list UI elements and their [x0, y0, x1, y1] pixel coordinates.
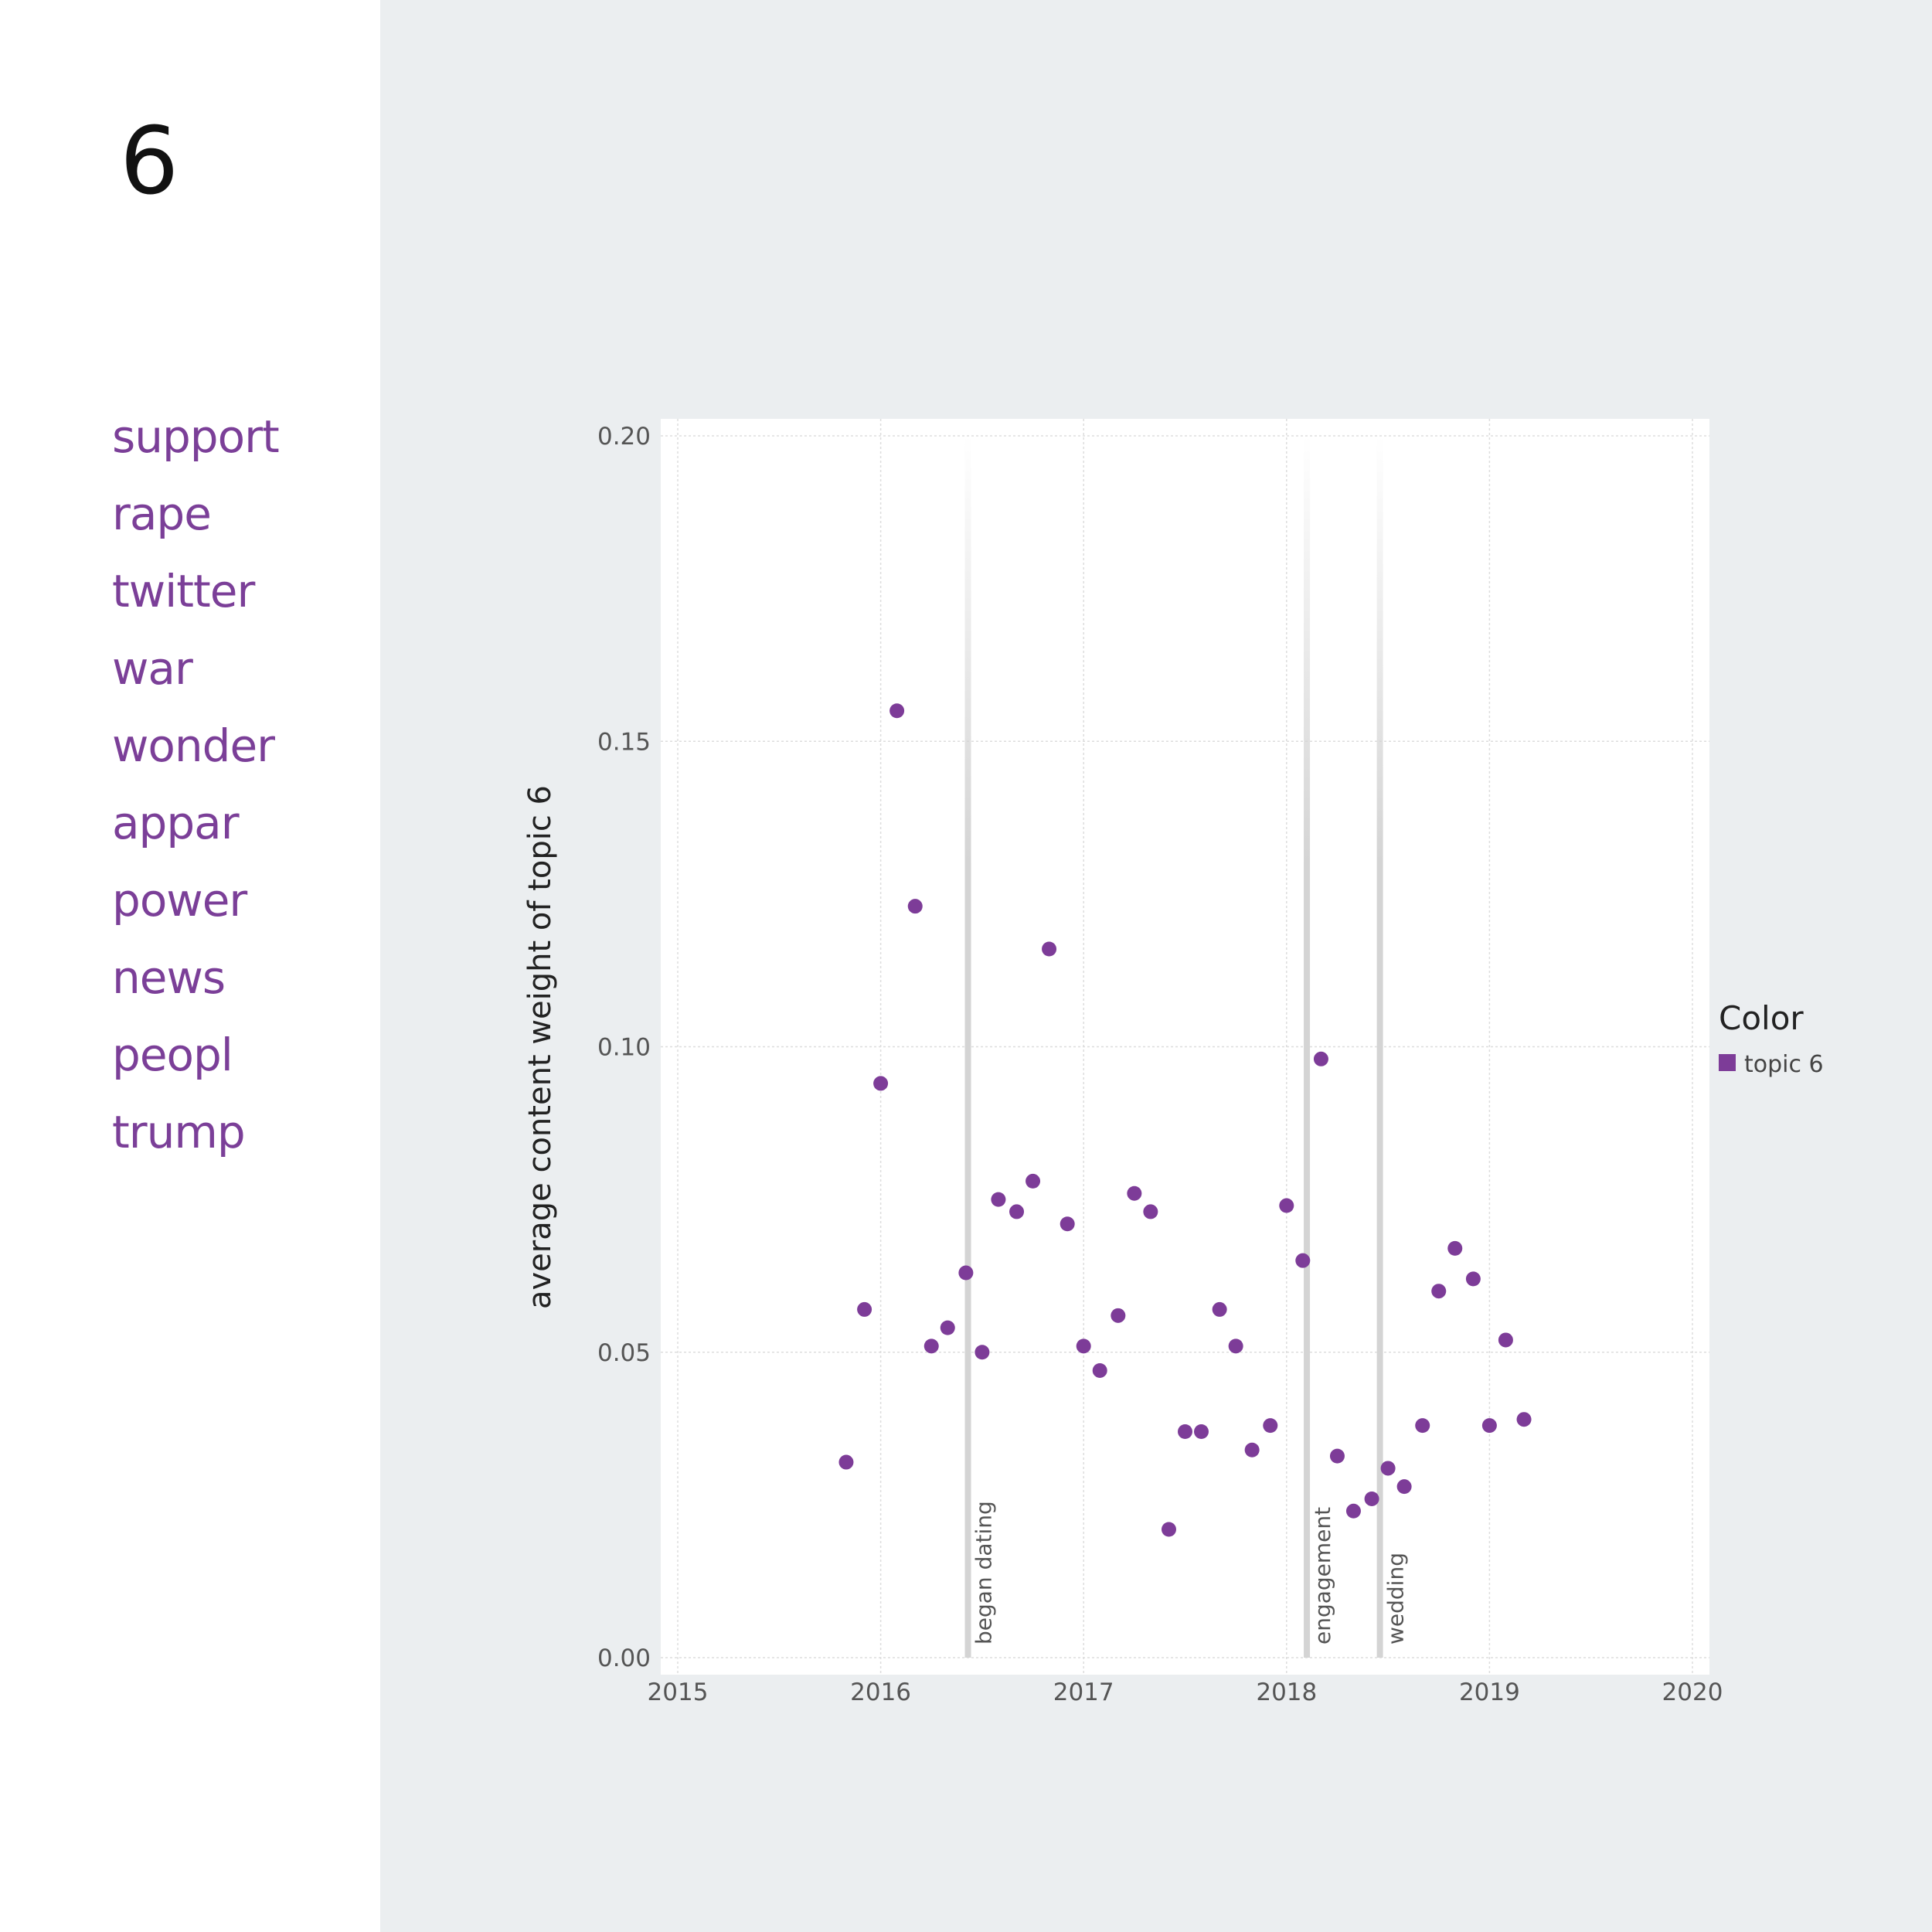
topic-word: support	[112, 410, 280, 463]
data-point	[1009, 1204, 1025, 1219]
data-point	[1465, 1271, 1481, 1287]
x-tick-label: 2017	[1053, 1679, 1114, 1706]
data-point	[1329, 1448, 1345, 1464]
annotation-line	[1304, 436, 1311, 1658]
data-point	[1127, 1185, 1142, 1201]
data-point	[838, 1454, 854, 1470]
data-point	[923, 1338, 939, 1354]
y-tick-label: 0.05	[597, 1339, 651, 1367]
data-point	[1396, 1479, 1412, 1495]
topic-word-list: support rape twitter war wonder appar power new…	[112, 410, 280, 1182]
y-tick-labels: 0.00 0.05 0.10 0.15 0.20	[597, 423, 651, 1672]
topic-word: trump	[112, 1106, 246, 1158]
data-point	[1228, 1338, 1243, 1354]
data-point	[1431, 1284, 1447, 1299]
y-tick-label: 0.00	[597, 1645, 651, 1672]
data-point	[1161, 1522, 1176, 1537]
data-point	[975, 1345, 990, 1360]
topic-word: war	[112, 642, 193, 695]
data-point	[873, 1076, 889, 1091]
data-point	[1212, 1301, 1227, 1317]
data-point	[1076, 1338, 1091, 1354]
data-point	[1481, 1418, 1497, 1434]
data-point	[1415, 1418, 1430, 1434]
topic-word: power	[112, 874, 247, 927]
data-point	[1111, 1308, 1126, 1323]
data-point	[1498, 1332, 1513, 1348]
legend: Color topic 6	[1719, 999, 1824, 1078]
x-tick-label: 2015	[648, 1679, 709, 1706]
data-points	[838, 703, 1532, 1537]
data-point	[1345, 1503, 1361, 1519]
data-point	[940, 1320, 955, 1335]
data-point	[1060, 1216, 1075, 1232]
data-point	[1380, 1461, 1396, 1476]
y-tick-label: 0.15	[597, 728, 651, 756]
annotations: began dating engagement wedding	[964, 436, 1409, 1658]
annotation-label: wedding	[1383, 1553, 1409, 1645]
data-point	[857, 1301, 872, 1317]
data-point	[889, 703, 905, 719]
data-point	[907, 899, 923, 914]
grid-lines	[661, 419, 1709, 1675]
data-point	[991, 1192, 1006, 1207]
data-point	[1313, 1051, 1328, 1066]
y-tick-label: 0.20	[597, 423, 651, 451]
data-point	[1092, 1362, 1107, 1378]
topic-word: twitter	[112, 565, 255, 617]
y-tick-label: 0.10	[597, 1034, 651, 1062]
legend-entry-label: topic 6	[1744, 1051, 1824, 1078]
x-tick-label: 2020	[1662, 1679, 1723, 1706]
topic-number: 6	[120, 108, 179, 216]
topic-word: appar	[112, 797, 240, 849]
annotation-label: began dating	[971, 1501, 997, 1645]
topic-word: news	[112, 951, 226, 1004]
data-point	[1143, 1204, 1158, 1219]
sidebar: 6 support rape twitter war wonder appar power n…	[0, 0, 380, 1932]
topic-word: peopl	[112, 1029, 233, 1081]
data-point	[1447, 1240, 1463, 1256]
data-point	[1516, 1412, 1532, 1427]
data-point	[1042, 941, 1057, 957]
topic-word: rape	[112, 488, 212, 540]
data-point	[1263, 1418, 1278, 1434]
data-point	[1364, 1491, 1379, 1506]
data-point	[1194, 1424, 1209, 1440]
x-tick-label: 2018	[1256, 1679, 1317, 1706]
legend-entries: topic 6	[1719, 1051, 1824, 1078]
y-axis-title: average content weight of topic 6	[522, 785, 558, 1309]
data-point	[1244, 1442, 1260, 1458]
data-point	[1295, 1253, 1311, 1268]
data-point	[1026, 1173, 1041, 1189]
legend-swatch	[1719, 1054, 1736, 1071]
x-tick-label: 2019	[1459, 1679, 1520, 1706]
x-tick-labels: 2015 2016 2017 2018 2019 2020	[648, 1679, 1723, 1706]
data-point	[1178, 1424, 1192, 1440]
legend-title: Color	[1719, 999, 1804, 1037]
data-point	[1279, 1198, 1294, 1213]
data-point	[958, 1265, 974, 1281]
annotation-line	[1376, 436, 1383, 1658]
topic-word: wonder	[112, 719, 275, 772]
x-tick-label: 2016	[850, 1679, 911, 1706]
annotation-label: engagement	[1310, 1507, 1335, 1645]
annotation-line	[964, 436, 971, 1658]
